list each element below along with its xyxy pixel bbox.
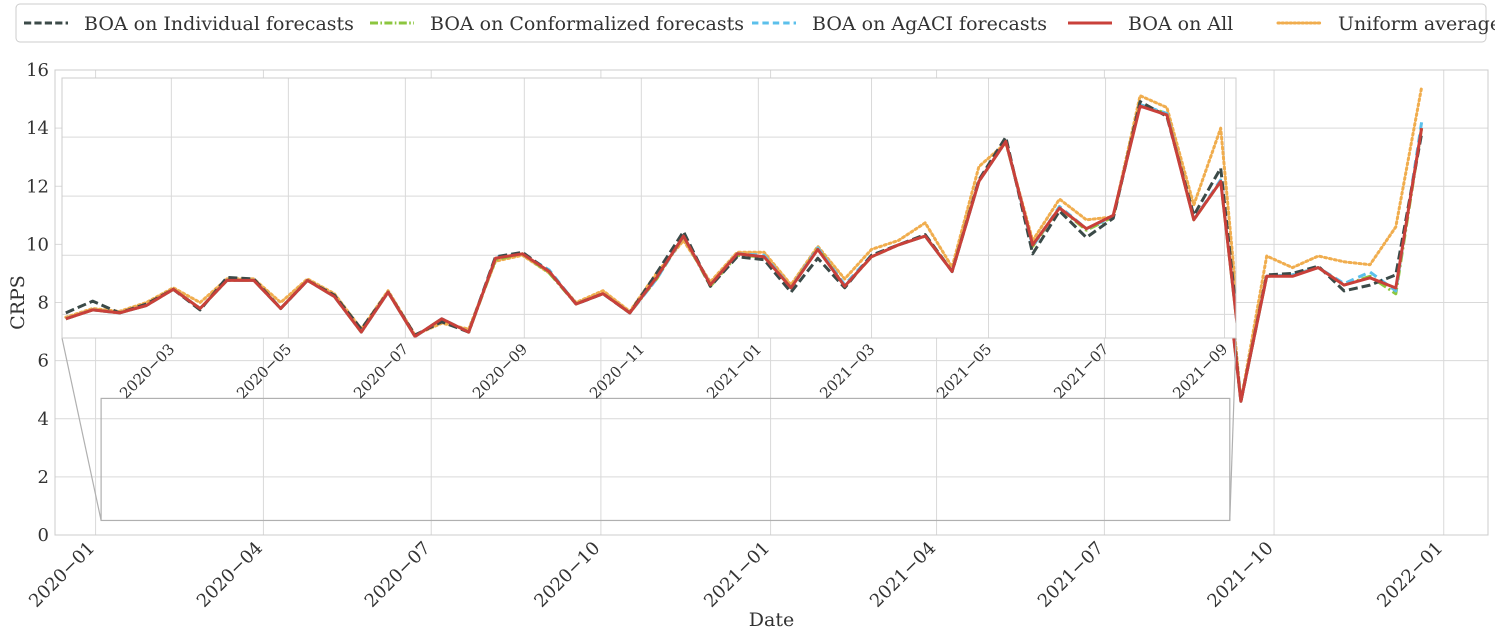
x-tick-label: 2021−10	[1203, 538, 1277, 612]
legend-label: BOA on Conformalized forecasts	[430, 13, 744, 35]
x-tick-label: 2022−01	[1373, 538, 1447, 612]
inset-background	[61, 77, 1237, 339]
y-tick-label: 2	[38, 467, 49, 488]
y-tick-label: 10	[26, 234, 49, 255]
x-tick-label: 2021−01	[700, 538, 774, 612]
inset-x-tick-label: 2020−05	[233, 340, 295, 402]
x-tick-label: 2021−07	[1034, 538, 1108, 612]
inset-x-tick-label: 2021−05	[933, 340, 995, 402]
legend-label: BOA on AgACI forecasts	[812, 13, 1047, 35]
inset-series	[64, 94, 1236, 338]
inset-plot: 2020−03 2020−05 2020−07 2020−09 2020−11 2021−…	[61, 77, 1237, 402]
legend-label: BOA on Individual forecasts	[84, 13, 354, 35]
y-tick-label: 0	[38, 525, 49, 546]
inset-series-line	[65, 104, 1236, 338]
zoom-connector-line	[1229, 337, 1237, 521]
inset-frame	[61, 77, 1237, 339]
y-tick-label: 6	[38, 351, 49, 372]
zoom-connector-line	[61, 337, 102, 521]
main-plot-frame	[54, 69, 1489, 536]
inset-zoom-indicator	[61, 337, 1237, 522]
legend: BOA on Individual forecasts BOA on Confor…	[15, 3, 1495, 43]
inset-x-tick-label: 2020−07	[350, 340, 412, 402]
inset-x-tick-label: 2021−09	[1169, 340, 1231, 402]
inset-x-tick-label: 2020−09	[469, 340, 531, 402]
legend-label: BOA on All	[1128, 13, 1233, 35]
x-tick-label: 2021−04	[866, 538, 940, 612]
inset-x-tick-label: 2021−03	[816, 340, 878, 402]
legend-label: Uniform average	[1338, 13, 1495, 35]
x-tick-label: 2020−07	[361, 538, 435, 612]
x-tick-label: 2020−01	[25, 538, 99, 612]
x-tick-label: 2020−04	[193, 538, 267, 612]
x-tick-label: 2020−10	[530, 538, 604, 612]
y-axis-title: CRPS	[7, 275, 29, 330]
y-tick-label: 16	[26, 60, 49, 81]
zoom-region-box	[100, 397, 1231, 522]
inset-x-tick-label: 2021−07	[1050, 340, 1112, 402]
y-tick-label: 14	[26, 118, 49, 139]
x-axis-title: Date	[749, 609, 794, 631]
y-tick-label: 4	[38, 409, 49, 430]
legend-box	[15, 3, 1487, 43]
inset-x-tick-label: 2020−11	[586, 340, 648, 402]
inset-series-line	[65, 100, 1236, 337]
inset-x-tick-label: 2021−01	[703, 340, 765, 402]
y-tick-label: 12	[26, 176, 49, 197]
inset-x-tick-label: 2020−03	[116, 340, 178, 402]
y-tick-label: 8	[38, 293, 49, 314]
